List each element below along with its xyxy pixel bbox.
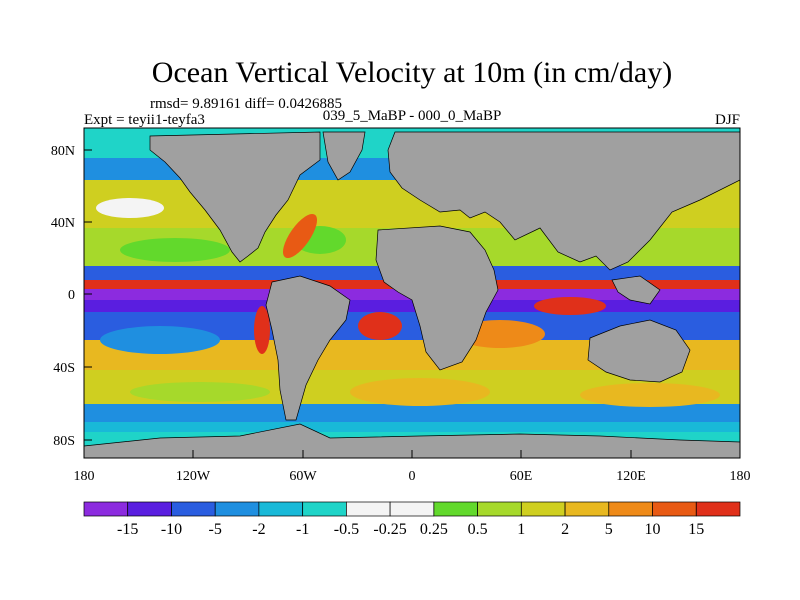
land-eurasia — [387, 131, 740, 271]
field-patch-south-atlantic-red — [358, 312, 402, 340]
colorbar-label: 10 — [645, 521, 661, 538]
colorbar-box-15 — [695, 501, 741, 517]
lon-label-120e: 120E — [616, 469, 646, 484]
colorbar-box-9 — [433, 501, 478, 517]
field-patch-peru-red — [254, 306, 270, 354]
colorbar-label: -15 — [117, 521, 138, 538]
colorbar-box-6 — [302, 501, 347, 517]
lon-label-120w: 120W — [176, 469, 211, 484]
colorbar-box-5 — [258, 501, 303, 517]
lat-ticks: 80N 40N 0 40S 80S — [51, 144, 92, 449]
colorbar-label: 1 — [517, 521, 525, 538]
colorbar-label: -1 — [296, 521, 309, 538]
colorbar-label: 0.5 — [468, 521, 488, 538]
land-south-america — [265, 275, 351, 421]
colorbar-labels: -15 -10 -5 -2 -1 -0.5 -0.25 0.25 0.5 1 2… — [117, 521, 704, 538]
colorbar-label: -0.5 — [334, 521, 359, 538]
lat-label-40s: 40S — [53, 361, 75, 376]
difference-label: 039_5_MaBP - 000_0_MaBP — [323, 108, 502, 124]
field-patch-indian-red — [534, 297, 606, 315]
colorbar-box-7 — [346, 501, 391, 517]
colorbar-label: 2 — [561, 521, 569, 538]
map-field — [84, 128, 740, 458]
colorbar-box-13 — [608, 501, 653, 517]
colorbar-label: -5 — [209, 521, 222, 538]
land-australia — [587, 319, 691, 383]
field-band-southern-blue — [84, 404, 740, 422]
land-north-america — [149, 131, 321, 263]
colorbar: -15 -10 -5 -2 -1 -0.5 -0.25 0.25 0.5 1 2… — [83, 501, 741, 538]
colorbar-boxes — [83, 501, 741, 517]
colorbar-box-14 — [652, 501, 697, 517]
lon-label-180w: 180 — [74, 469, 95, 484]
colorbar-label: -0.25 — [373, 521, 406, 538]
field-patch-north-pacific-green — [120, 238, 230, 262]
colorbar-box-1 — [83, 501, 129, 517]
lon-label-60e: 60E — [510, 469, 533, 484]
land-maritime-continent — [611, 275, 661, 305]
season-label: DJF — [715, 112, 740, 128]
lat-label-40n: 40N — [51, 216, 75, 231]
field-patch-north-pacific-white — [96, 198, 164, 218]
land-africa — [375, 225, 499, 371]
land-antarctica — [84, 423, 740, 458]
land-greenland — [322, 131, 366, 181]
lon-ticks: 180 120W 60W 0 60E 120E 180 — [74, 450, 751, 484]
colorbar-box-12 — [564, 501, 610, 517]
field-band-southern-cyan — [84, 422, 740, 432]
lat-label-0: 0 — [68, 288, 75, 303]
colorbar-box-4 — [214, 501, 260, 517]
field-patch-atlantic-red — [282, 213, 318, 259]
lon-label-60w: 60W — [289, 469, 317, 484]
colorbar-box-2 — [127, 501, 172, 517]
colorbar-box-11 — [520, 501, 566, 517]
field-patch-south-pacific-blue — [100, 326, 220, 354]
colorbar-box-10 — [477, 501, 522, 517]
colorbar-box-8 — [389, 501, 435, 517]
field-patch-southern-yellow-east — [580, 383, 720, 407]
lon-label-0: 0 — [409, 469, 416, 484]
colorbar-label: 15 — [688, 521, 704, 538]
colorbar-box-3 — [171, 501, 216, 517]
lon-label-180e: 180 — [730, 469, 751, 484]
map-frame: 80N 40N 0 40S 80S 180 120W 60W 0 60E 120… — [51, 127, 751, 484]
stats-label: rmsd= 9.89161 diff= 0.0426885 — [150, 96, 342, 112]
lat-label-80s: 80S — [53, 434, 75, 449]
chart-title: Ocean Vertical Velocity at 10m (in cm/da… — [152, 56, 672, 89]
experiment-label: Expt = teyii1-teyfa3 — [84, 112, 205, 128]
field-patch-southern-yellow — [350, 378, 490, 406]
colorbar-label: -10 — [161, 521, 182, 538]
colorbar-label: 5 — [605, 521, 613, 538]
colorbar-label: -2 — [252, 521, 265, 538]
field-patch-southern-green-west — [130, 382, 270, 402]
lat-label-80n: 80N — [51, 144, 75, 159]
colorbar-label: 0.25 — [420, 521, 448, 538]
